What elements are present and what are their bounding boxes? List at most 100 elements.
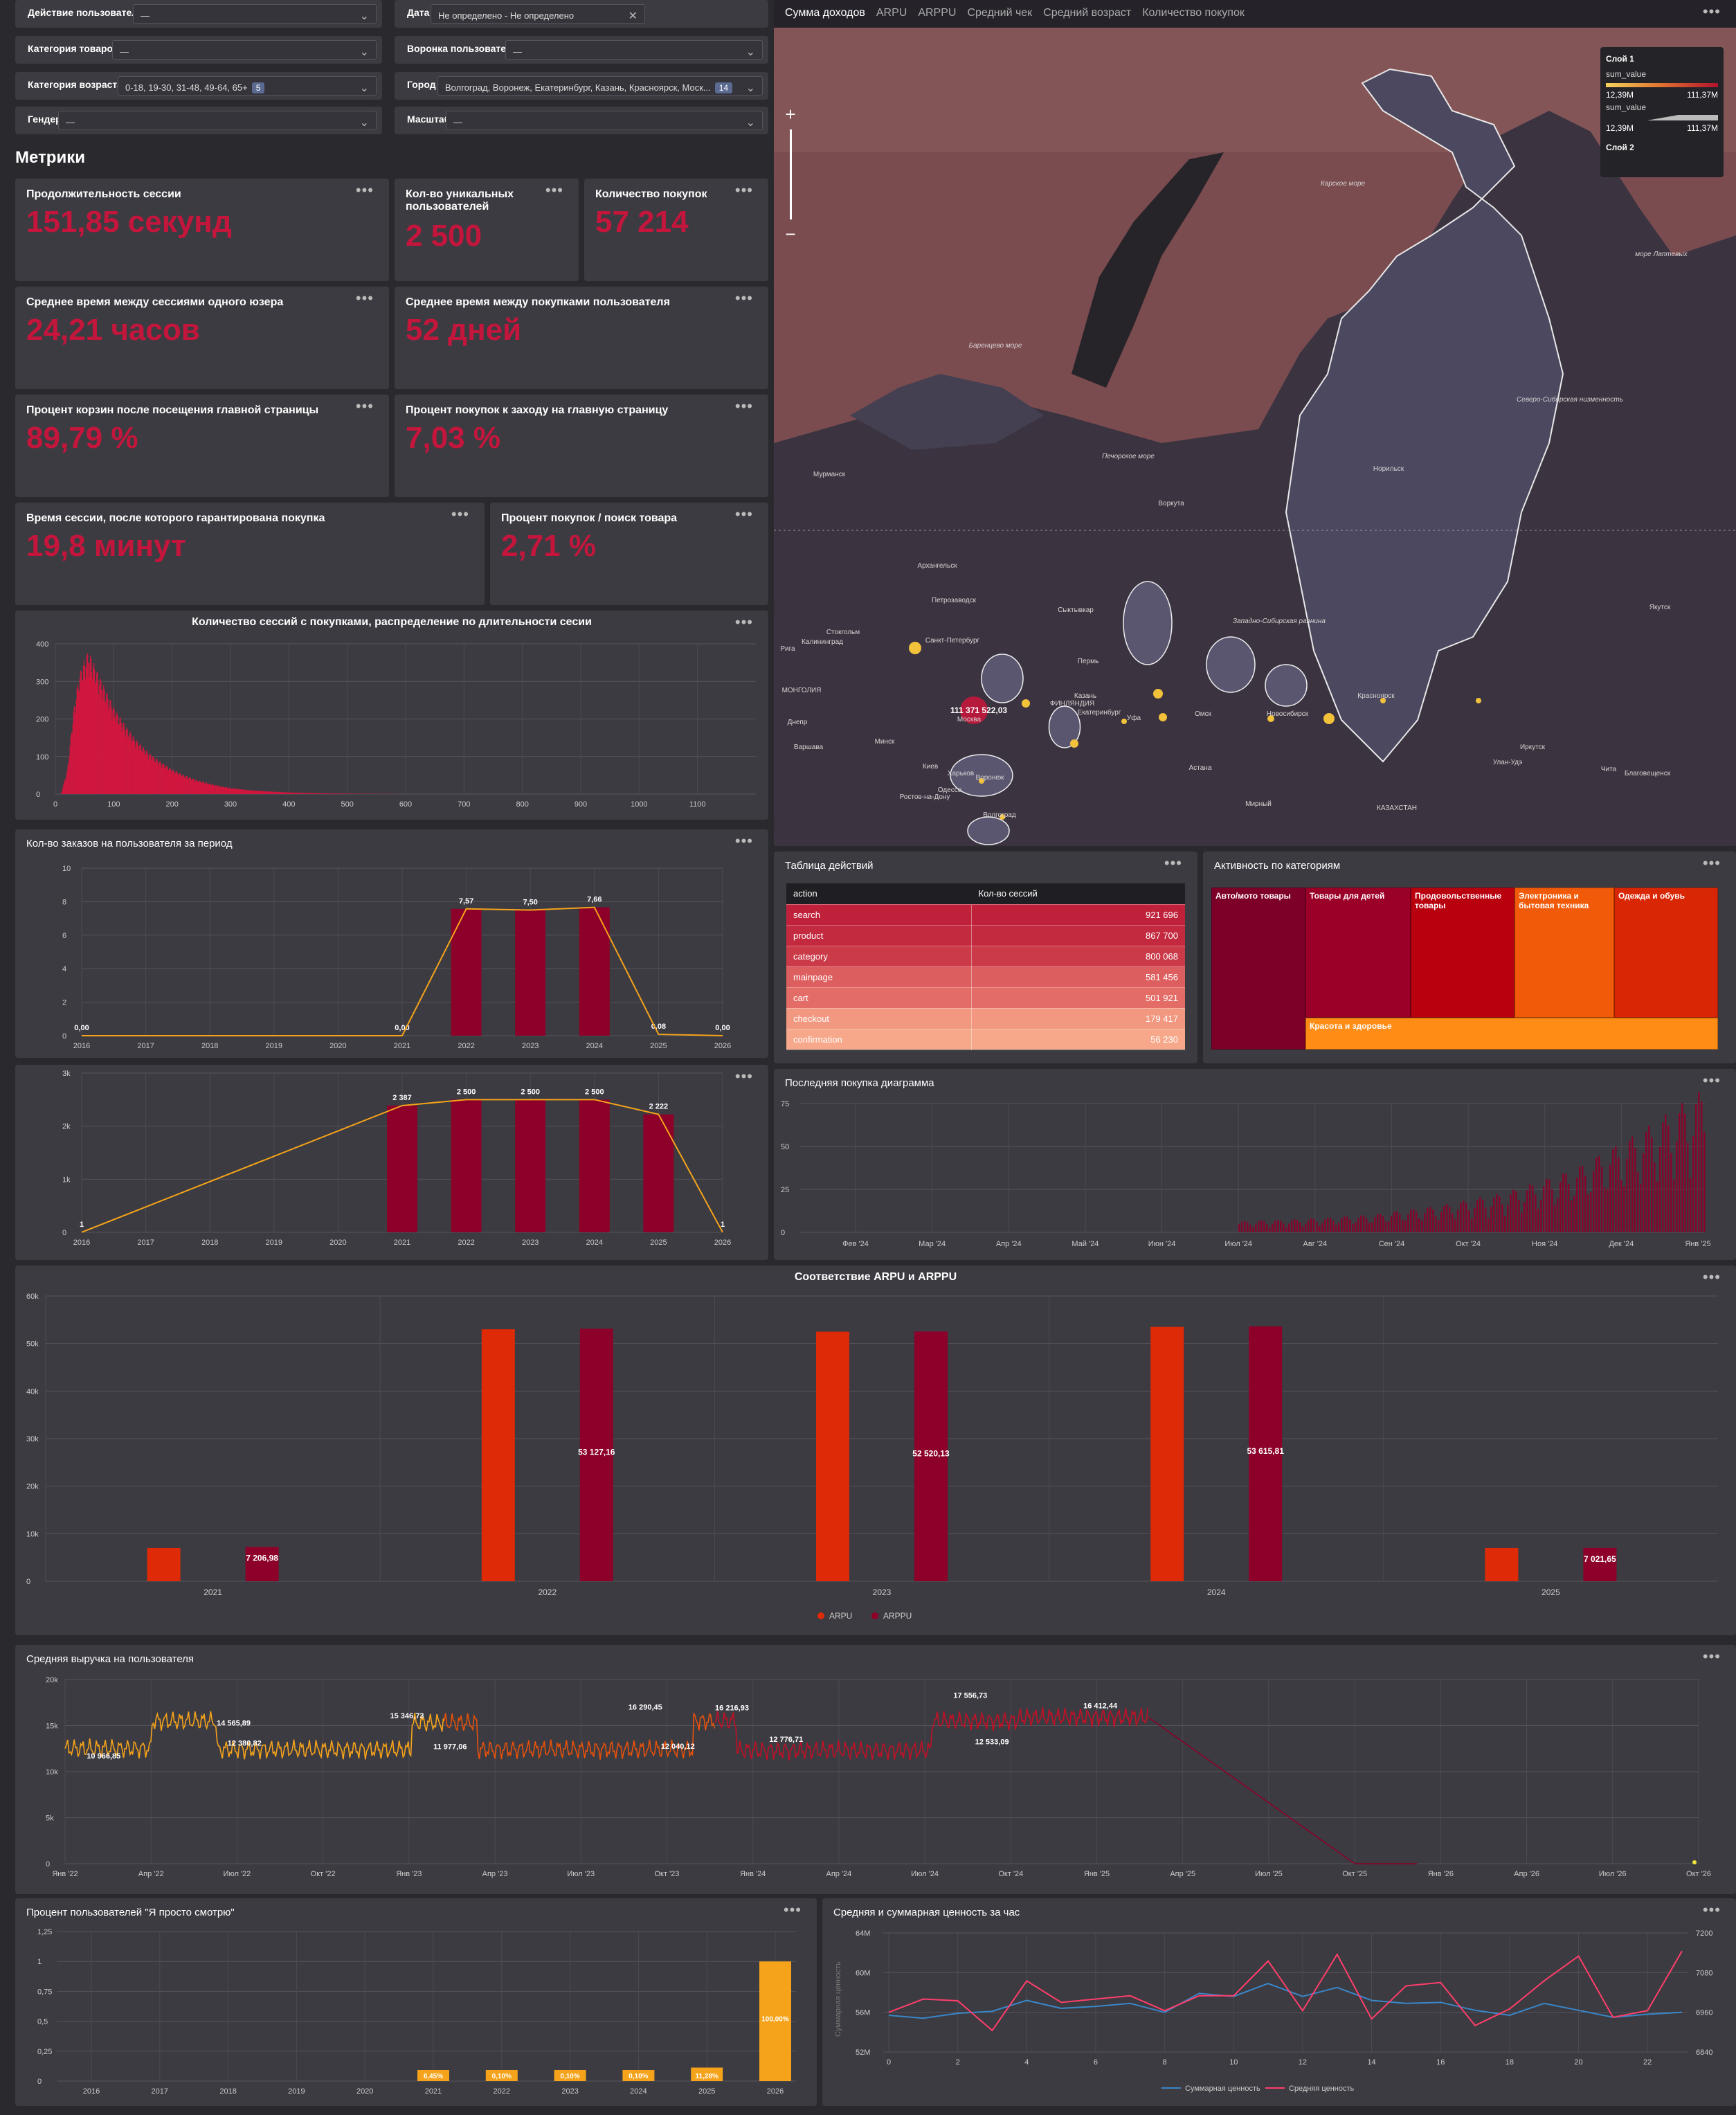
histogram-bar <box>282 792 284 794</box>
table-row[interactable]: search 921 696 <box>786 904 1185 926</box>
histogram-bar <box>307 793 309 794</box>
map-tab[interactable]: Количество покупок <box>1142 7 1245 19</box>
treemap-tile[interactable]: Товары для детей <box>1305 888 1411 1018</box>
filter-select[interactable]: Не определено - Не определено ✕ <box>431 4 645 24</box>
histogram-bar <box>66 770 68 794</box>
table-row[interactable]: category 800 068 <box>786 946 1185 967</box>
histogram-bar <box>100 680 102 794</box>
data-label: 10 966,85 <box>87 1752 120 1761</box>
menu-icon[interactable]: ••• <box>734 289 753 307</box>
clear-icon[interactable]: ✕ <box>628 10 638 22</box>
menu-icon[interactable]: ••• <box>734 181 753 199</box>
filter-select[interactable]: — ⌄ <box>505 40 763 60</box>
histogram-bar <box>190 780 192 794</box>
histogram-bar <box>295 792 296 794</box>
data-label: 53 615,81 <box>1247 1446 1285 1456</box>
menu-icon[interactable]: ••• <box>734 397 753 415</box>
filter-gender[interactable]: Гендер — ⌄ <box>15 107 382 134</box>
histogram-bar <box>160 762 161 794</box>
zoom-slider[interactable] <box>789 129 792 219</box>
map-label: Мурманск <box>813 471 846 478</box>
filter-select[interactable]: — ⌄ <box>58 111 377 130</box>
menu-icon[interactable]: ••• <box>783 1901 802 1918</box>
count-cell: 921 696 <box>971 904 1185 926</box>
histogram-bar <box>157 761 159 794</box>
histogram-bar <box>352 793 354 794</box>
menu-icon[interactable]: ••• <box>1164 854 1182 872</box>
metric-title: Процент покупок / поиск товара <box>501 512 678 524</box>
treemap-tile[interactable]: Одежда и обувь <box>1614 888 1718 1018</box>
filter-select[interactable]: — ⌄ <box>133 4 377 24</box>
menu-icon[interactable]: ••• <box>451 505 469 523</box>
y-tick-label: 0,5 <box>37 2018 48 2026</box>
map[interactable]: 111 371 522,03 Карское море море Лаптевых Б… <box>774 28 1736 846</box>
menu-icon[interactable]: ••• <box>355 397 374 415</box>
bar <box>1363 1215 1365 1232</box>
menu-icon[interactable]: ••• <box>734 832 753 849</box>
histogram-bar <box>311 793 313 794</box>
menu-icon[interactable]: ••• <box>1702 1901 1721 1918</box>
treemap-tile[interactable]: Электроника и бытовая техника <box>1515 888 1614 1018</box>
menu-icon[interactable]: ••• <box>355 181 374 199</box>
filter-scale[interactable]: Масштаб — ⌄ <box>395 107 768 134</box>
menu-icon[interactable]: ••• <box>1702 3 1721 20</box>
table-row[interactable]: mainpage 581 456 <box>786 966 1185 988</box>
zoom-out-button[interactable]: − <box>785 224 796 244</box>
bar <box>1435 1216 1437 1232</box>
menu-icon[interactable]: ••• <box>355 289 374 307</box>
map-tab[interactable]: ARPU <box>876 7 907 19</box>
legend-min: 12,39M <box>1606 90 1634 100</box>
y-tick-label: 200 <box>36 716 48 724</box>
filter-funnel[interactable]: Воронка пользователя — ⌄ <box>395 36 768 64</box>
bar <box>1504 1216 1506 1232</box>
filter-select[interactable]: 0-18, 19-30, 31-48, 49-64, 65+ 5 ⌄ <box>118 76 377 96</box>
histogram-bar <box>351 793 352 794</box>
bar <box>1474 1208 1476 1232</box>
bar <box>1695 1104 1697 1232</box>
menu-icon[interactable]: ••• <box>545 181 563 199</box>
x-tick-label: 1100 <box>689 800 706 809</box>
table-row[interactable]: product 867 700 <box>786 925 1185 946</box>
treemap-tile[interactable]: Красота и здоровье <box>1305 1018 1718 1050</box>
zoom-in-button[interactable]: + <box>785 104 796 125</box>
filter-city[interactable]: Город Волгоград, Воронеж, Екатеринбург, … <box>395 72 768 100</box>
bar <box>1643 1153 1645 1232</box>
x-tick-label: 2 <box>956 2058 960 2067</box>
city-bubble <box>979 778 984 784</box>
menu-icon[interactable]: ••• <box>734 505 753 523</box>
table-row[interactable]: confirmation 56 230 <box>786 1029 1185 1050</box>
menu-icon[interactable]: ••• <box>734 1068 753 1085</box>
menu-icon[interactable]: ••• <box>734 613 753 631</box>
x-tick-label: 2021 <box>394 1239 410 1247</box>
menu-icon[interactable]: ••• <box>1702 1072 1721 1089</box>
map-tab[interactable]: Средний чек <box>967 7 1033 19</box>
metric-value: 89,79 % <box>26 421 138 455</box>
map-tab[interactable]: Сумма доходов <box>785 7 865 19</box>
histogram-bar <box>240 789 242 794</box>
histogram-bar <box>134 740 135 794</box>
column-header[interactable]: Кол-во сессий <box>971 883 1185 905</box>
histogram-bar <box>108 710 109 794</box>
treemap-tile[interactable]: Авто/мото товары <box>1211 888 1305 1050</box>
filter-select[interactable]: — ⌄ <box>112 40 377 60</box>
menu-icon[interactable]: ••• <box>1702 1268 1721 1286</box>
histogram-bar <box>150 754 152 794</box>
count-cell: 501 921 <box>971 987 1185 1009</box>
column-header[interactable]: action <box>786 883 972 905</box>
filter-select[interactable]: — ⌄ <box>446 111 763 130</box>
table-row[interactable]: cart 501 921 <box>786 987 1185 1009</box>
filter-user-action[interactable]: Действие пользователя — ⌄ <box>15 0 382 28</box>
filter-select[interactable]: Волгоград, Воронеж, Екатеринбург, Казань… <box>437 76 763 96</box>
menu-icon[interactable]: ••• <box>1702 1648 1721 1665</box>
filter-age[interactable]: Категория возраста 0-18, 19-30, 31-48, 4… <box>15 72 382 100</box>
filter-date[interactable]: Дата Не определено - Не определено ✕ <box>395 0 768 28</box>
table-row[interactable]: checkout 179 417 <box>786 1008 1185 1029</box>
map-tab[interactable]: Средний возраст <box>1043 7 1132 19</box>
filter-category[interactable]: Категория товаров — ⌄ <box>15 36 382 64</box>
menu-icon[interactable]: ••• <box>1702 854 1721 872</box>
filter-label: Категория товаров <box>28 43 119 54</box>
treemap-tile[interactable]: Продовольственные товары <box>1411 888 1515 1018</box>
map-tab[interactable]: ARPPU <box>918 7 957 19</box>
histogram-bar <box>225 787 226 794</box>
bar <box>1308 1220 1310 1232</box>
